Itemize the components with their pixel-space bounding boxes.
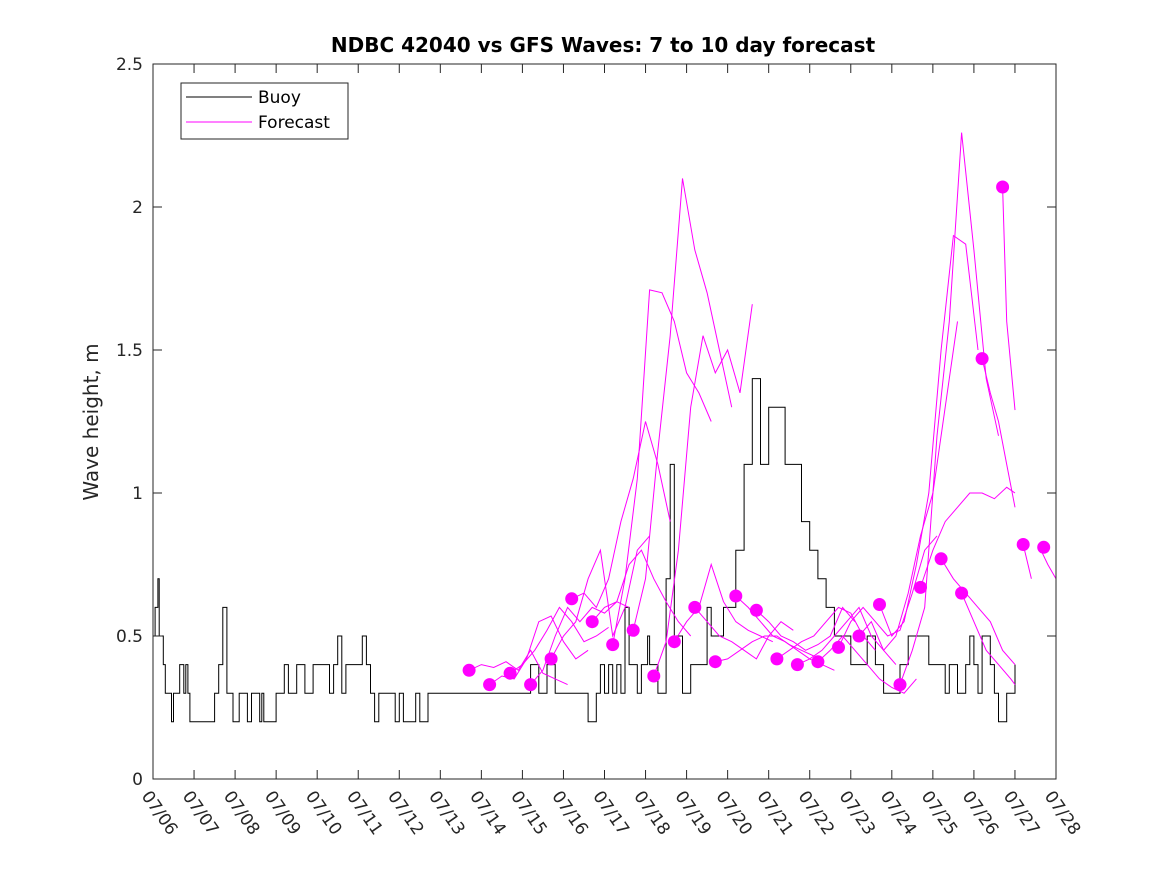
x-tick-label: 07/16 xyxy=(547,787,591,839)
forecast-line-20 xyxy=(858,321,958,652)
chart-title: NDBC 42040 vs GFS Waves: 7 to 10 day for… xyxy=(331,33,876,57)
plot-area xyxy=(153,132,1056,723)
x-tick-label: 07/21 xyxy=(753,787,797,839)
forecast-marker xyxy=(996,180,1010,194)
forecast-line-27 xyxy=(1002,186,1016,411)
x-tick-label: 07/10 xyxy=(301,787,345,839)
forecast-marker xyxy=(626,623,640,637)
forecast-marker xyxy=(873,598,886,611)
x-tick-label: 07/18 xyxy=(629,787,673,839)
forecast-marker xyxy=(749,603,763,617)
forecast-marker xyxy=(955,586,969,600)
forecast-marker xyxy=(1016,538,1030,551)
x-tick-label: 07/11 xyxy=(342,787,386,839)
y-tick-label: 1 xyxy=(132,484,143,504)
forecast-marker xyxy=(811,655,825,669)
forecast-marker xyxy=(688,600,702,614)
forecast-marker xyxy=(893,678,907,692)
forecast-line-26 xyxy=(981,358,1016,508)
forecast-line-1 xyxy=(468,649,568,686)
x-tick-label: 07/24 xyxy=(876,787,920,839)
forecast-marker xyxy=(934,552,948,566)
x-tick-label: 07/27 xyxy=(999,787,1043,839)
x-tick-label: 07/07 xyxy=(178,787,222,839)
x-tick-label: 07/22 xyxy=(794,787,838,839)
forecast-line-22 xyxy=(899,132,999,685)
forecast-marker xyxy=(483,678,497,692)
series-line-buoy xyxy=(153,378,1016,723)
x-tick-label: 07/15 xyxy=(506,787,550,839)
x-tick-label: 07/08 xyxy=(219,787,263,839)
forecast-marker xyxy=(708,655,722,669)
forecast-line-5 xyxy=(550,535,650,660)
x-tick-label: 07/19 xyxy=(670,787,714,839)
x-tick-label: 07/13 xyxy=(424,787,468,839)
x-tick-label: 07/17 xyxy=(588,787,632,839)
forecast-marker xyxy=(790,658,804,672)
forecast-marker xyxy=(852,629,866,643)
forecast-marker xyxy=(914,580,927,594)
x-tick-label: 07/26 xyxy=(958,787,1002,839)
x-tick-label: 07/25 xyxy=(917,787,961,839)
legend-box xyxy=(180,82,349,140)
forecast-marker xyxy=(770,652,784,666)
legend: Buoy Forecast xyxy=(180,82,349,140)
forecast-marker xyxy=(524,678,538,692)
forecast-marker xyxy=(729,589,743,603)
forecast-line-7 xyxy=(591,549,692,637)
forecast-line-8 xyxy=(612,289,712,645)
forecast-line-21 xyxy=(879,234,979,637)
forecast-marker xyxy=(544,652,558,666)
forecast-line-16 xyxy=(776,606,876,660)
x-tick-label: 07/28 xyxy=(1040,787,1084,839)
forecast-line-19 xyxy=(838,535,938,648)
forecast-marker xyxy=(647,669,661,683)
forecast-marker xyxy=(832,640,845,654)
y-tick-label: 0 xyxy=(132,770,143,790)
x-tick-label: 07/14 xyxy=(465,787,509,839)
x-tick-label: 07/20 xyxy=(712,787,756,839)
forecast-marker xyxy=(503,666,517,680)
forecast-marker xyxy=(667,635,681,649)
y-axis-label: Wave height, m xyxy=(79,343,103,500)
forecast-line-6 xyxy=(571,421,671,609)
forecast-line-12 xyxy=(694,607,794,660)
x-tick-label: 07/06 xyxy=(137,787,181,839)
legend-label-buoy: Buoy xyxy=(258,88,301,108)
legend-label-forecast: Forecast xyxy=(258,113,330,133)
forecast-line-15 xyxy=(756,606,856,651)
forecast-marker xyxy=(585,615,599,629)
forecast-line-10 xyxy=(653,304,753,677)
forecast-line-9 xyxy=(632,178,733,631)
y-tick-label: 1.5 xyxy=(116,341,143,361)
forecast-line-17 xyxy=(797,606,897,666)
forecast-marker xyxy=(606,638,620,652)
y-tick-label: 2 xyxy=(132,198,143,218)
forecast-line-24 xyxy=(940,558,1016,665)
x-tick-label: 07/09 xyxy=(260,787,304,839)
forecast-marker xyxy=(975,352,989,366)
forecast-line-11 xyxy=(673,562,774,643)
forecast-line-25 xyxy=(961,592,1016,685)
forecast-line-23 xyxy=(920,486,1016,588)
y-tick-label: 2.5 xyxy=(116,55,143,75)
x-tick-label: 07/12 xyxy=(383,787,427,839)
x-tick-label: 07/23 xyxy=(835,787,879,839)
y-tick-label: 0.5 xyxy=(116,627,143,647)
forecast-marker xyxy=(462,663,476,677)
forecast-marker xyxy=(565,592,579,606)
forecast-line-3 xyxy=(509,606,609,674)
forecast-marker xyxy=(1037,540,1051,554)
forecast-line-13 xyxy=(715,635,815,663)
